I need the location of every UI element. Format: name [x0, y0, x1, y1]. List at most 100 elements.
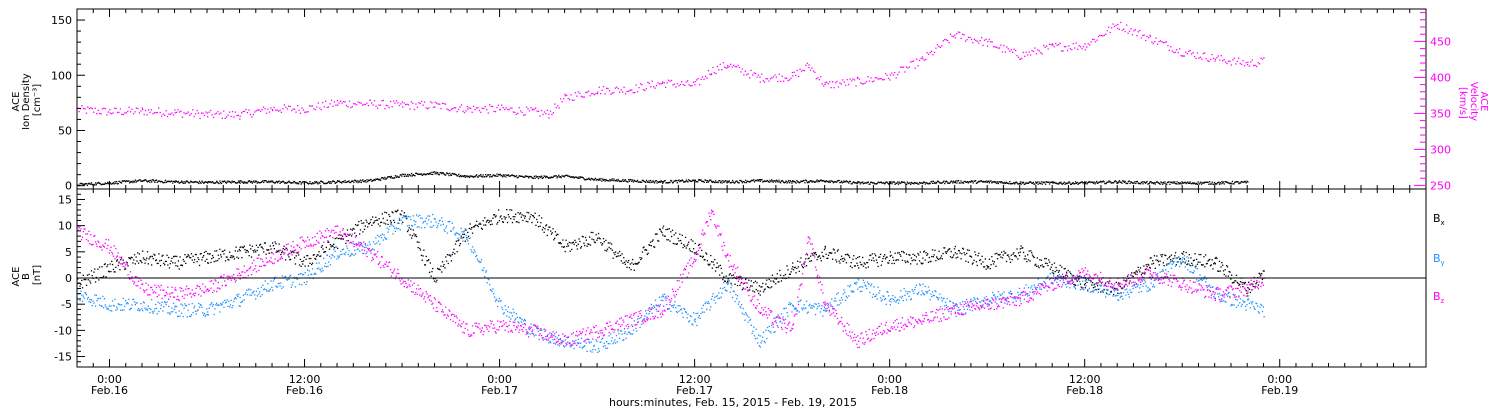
velocity-point: [884, 72, 887, 75]
velocity-point: [496, 106, 498, 109]
by-point: [90, 299, 93, 301]
velocity-point: [775, 76, 777, 78]
bx-point: [1092, 282, 1094, 284]
velocity-point: [551, 113, 553, 116]
by-point: [791, 311, 793, 313]
bx-point: [1234, 280, 1236, 282]
velocity-point: [886, 74, 888, 76]
bx-point: [1086, 281, 1088, 284]
bx-point: [333, 247, 336, 249]
by-point: [675, 311, 678, 313]
bx-point: [539, 225, 541, 227]
by-point: [322, 270, 324, 272]
bx-point: [260, 246, 262, 248]
density-point: [518, 175, 520, 177]
by-point: [212, 303, 214, 306]
bx-point: [313, 254, 315, 256]
velocity-point: [94, 107, 96, 109]
density-point: [779, 182, 782, 184]
density-point: [184, 182, 186, 184]
bx-point: [760, 286, 762, 288]
bx-point: [304, 265, 306, 267]
bx-point: [415, 235, 418, 238]
bx-point: [740, 276, 742, 278]
bx-point: [250, 248, 252, 250]
by-point: [301, 284, 303, 286]
velocity-point: [954, 34, 956, 36]
bx-point: [1051, 263, 1053, 266]
by-point: [903, 288, 905, 290]
by-point: [595, 339, 597, 341]
by-point: [241, 301, 243, 303]
by-point: [942, 298, 944, 300]
by-point: [168, 312, 171, 314]
by-point: [289, 274, 292, 277]
bx-point: [897, 252, 899, 254]
velocity-point: [122, 113, 124, 116]
bx-point: [1205, 254, 1207, 256]
density-point: [937, 180, 939, 183]
bx-point: [417, 246, 419, 249]
by-point: [261, 294, 263, 296]
velocity-point: [490, 105, 492, 108]
by-point: [126, 301, 128, 304]
density-point: [257, 181, 259, 183]
velocity-point: [428, 107, 430, 109]
bx-point: [457, 240, 459, 242]
bx-point: [220, 254, 222, 256]
velocity-point: [1117, 23, 1119, 26]
bx-point: [1139, 267, 1142, 269]
by-point: [450, 230, 453, 232]
by-point: [224, 299, 226, 301]
by-point: [655, 304, 657, 306]
density-point: [81, 182, 83, 185]
by-point: [1006, 296, 1008, 299]
velocity-point: [905, 66, 907, 68]
bx-point: [1077, 275, 1079, 277]
bx-point: [787, 269, 789, 271]
density-point: [172, 182, 174, 184]
bx-point: [904, 260, 906, 262]
by-point: [102, 295, 104, 298]
velocity-point: [87, 106, 89, 108]
density-point: [740, 180, 743, 182]
bx-point: [996, 258, 999, 260]
by-point: [893, 300, 895, 302]
bx-point: [229, 251, 231, 253]
bx-point: [993, 261, 995, 263]
density-point: [1097, 182, 1099, 184]
by-point: [393, 227, 396, 230]
bx-point: [1187, 260, 1190, 262]
density-point: [972, 182, 974, 184]
density-point: [666, 182, 668, 184]
velocity-point: [314, 109, 317, 111]
density-point: [194, 181, 196, 183]
density-point: [619, 180, 621, 183]
density-point: [914, 181, 916, 184]
density-point: [128, 180, 130, 182]
density-point: [549, 176, 551, 179]
velocity-point: [356, 104, 358, 106]
bx-point: [528, 218, 531, 220]
velocity-point: [790, 77, 792, 79]
velocity-point: [1193, 56, 1196, 58]
density-point: [780, 180, 783, 182]
density-point: [143, 180, 145, 182]
density-point: [1176, 181, 1178, 183]
bx-point: [1091, 284, 1093, 286]
velocity-point: [178, 111, 181, 113]
bx-point: [771, 286, 773, 288]
density-point: [759, 178, 761, 181]
velocity-point: [682, 83, 684, 86]
density-point: [172, 180, 175, 183]
bx-point: [858, 267, 860, 269]
density-point: [740, 179, 742, 182]
bx-point: [315, 258, 317, 260]
velocity-point: [1256, 65, 1258, 68]
velocity-point: [227, 114, 229, 116]
density-point: [281, 180, 284, 183]
density-point: [276, 182, 279, 184]
bx-point: [937, 258, 939, 261]
bx-point: [1166, 258, 1169, 260]
density-point: [259, 182, 261, 184]
